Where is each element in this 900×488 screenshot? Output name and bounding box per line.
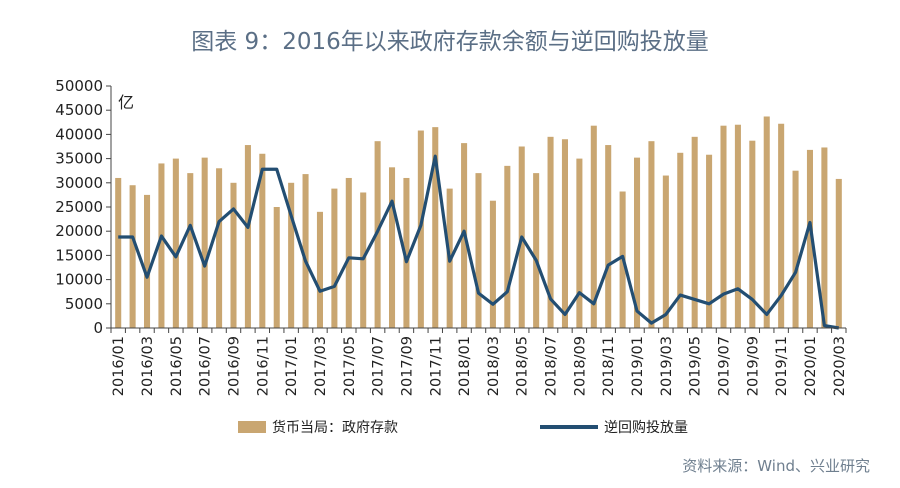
bar	[561, 139, 568, 328]
bar	[835, 178, 842, 328]
bar	[345, 177, 352, 328]
bar	[144, 194, 151, 328]
bar	[302, 174, 309, 328]
x-tick-label: 2019/07	[717, 336, 733, 396]
y-tick-label: 45000	[55, 101, 103, 119]
bar	[389, 167, 396, 328]
x-tick-label: 2016/11	[255, 336, 271, 396]
y-tick-label: 0	[93, 319, 103, 337]
x-tick-label: 2016/01	[111, 336, 127, 396]
bar-series	[115, 116, 842, 329]
bar	[605, 145, 612, 328]
source-note: 资料来源：Wind、兴业研究	[682, 457, 870, 475]
y-tick-label: 20000	[55, 222, 103, 240]
bar	[230, 182, 237, 328]
chart-title: 图表 9：2016年以来政府存款余额与逆回购投放量	[191, 29, 709, 55]
x-tick-label: 2017/07	[371, 336, 387, 396]
x-tick-label: 2019/09	[745, 336, 761, 396]
bar	[129, 185, 136, 328]
x-tick-label: 2016/09	[227, 336, 243, 396]
bar	[403, 177, 410, 328]
x-tick-label: 2018/05	[515, 336, 531, 396]
bar	[648, 141, 655, 328]
y-tick-label: 25000	[55, 198, 103, 216]
x-tick-label: 2020/03	[832, 336, 848, 396]
bar	[331, 188, 338, 328]
line-series	[118, 154, 840, 330]
bar	[547, 136, 554, 328]
y-tick-label: 10000	[55, 271, 103, 289]
bar	[590, 125, 597, 328]
x-tick-label: 2019/01	[630, 336, 646, 396]
y-tick-label: 5000	[65, 295, 103, 313]
x-tick-label: 2017/11	[428, 336, 444, 396]
x-tick-label: 2016/05	[169, 336, 185, 396]
y-tick-label: 15000	[55, 246, 103, 264]
x-tick-label: 2016/07	[198, 336, 214, 396]
bar	[316, 211, 323, 328]
bar	[158, 163, 165, 328]
x-tick-label: 2018/07	[544, 336, 560, 396]
bar	[273, 207, 280, 328]
x-tick-label: 2018/03	[486, 336, 502, 396]
x-tick-label: 2020/01	[803, 336, 819, 396]
bar	[187, 173, 194, 328]
legend-bar-swatch	[238, 421, 266, 433]
axes: 0 5000 10000 15000 20000 25000 30000 35000 40000…	[55, 77, 848, 396]
legend-bar-label: 货币当局：政府存款	[272, 419, 398, 436]
bar	[489, 200, 496, 328]
x-tick-label: 2018/01	[457, 336, 473, 396]
x-tick-label: 2019/03	[659, 336, 675, 396]
bar	[677, 152, 684, 328]
legend-line-label: 逆回购投放量	[604, 420, 688, 436]
bar	[244, 145, 251, 328]
bar	[201, 157, 208, 328]
bar	[115, 177, 122, 328]
bar	[475, 173, 482, 328]
x-tick-label: 2019/05	[688, 336, 704, 396]
y-unit-label: 亿	[118, 93, 134, 112]
bar	[792, 170, 799, 328]
x-tick-label: 2018/09	[572, 336, 588, 396]
bar	[821, 147, 828, 328]
bar	[172, 158, 179, 328]
bar	[806, 149, 813, 328]
bar	[504, 165, 511, 328]
bar	[749, 140, 756, 328]
bar	[662, 175, 669, 328]
x-tick-label: 2017/05	[342, 336, 358, 396]
bar	[720, 125, 727, 328]
bar	[634, 157, 641, 328]
bar	[576, 158, 583, 328]
bar	[691, 136, 698, 328]
bar	[734, 124, 741, 328]
legend: 货币当局：政府存款 逆回购投放量	[238, 419, 688, 436]
bar	[763, 116, 770, 329]
x-tick-label: 2018/11	[601, 336, 617, 396]
x-tick-label: 2017/01	[284, 336, 300, 396]
x-tick-label: 2017/03	[313, 336, 329, 396]
x-tick-label: 2016/03	[140, 336, 156, 396]
bar	[432, 127, 439, 328]
bar	[259, 153, 266, 328]
x-tick-label: 2017/09	[399, 336, 415, 396]
y-tick-label: 50000	[55, 77, 103, 95]
y-tick-label: 30000	[55, 174, 103, 192]
line-path	[118, 154, 840, 330]
y-tick-label: 40000	[55, 125, 103, 143]
bar	[288, 182, 295, 328]
bar	[216, 168, 223, 328]
bar	[533, 173, 540, 328]
bar	[706, 154, 713, 328]
x-tick-label: 2019/11	[774, 336, 790, 396]
y-tick-label: 35000	[55, 150, 103, 168]
bar	[778, 123, 785, 328]
